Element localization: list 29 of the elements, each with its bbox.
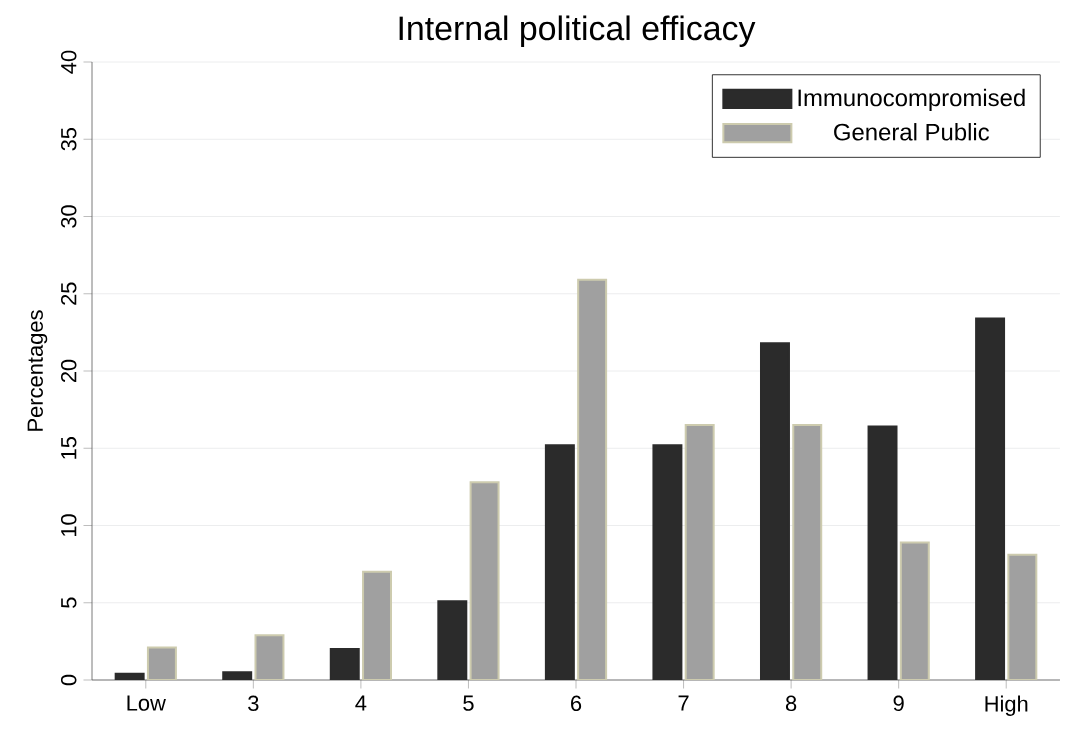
- y-tick-label: 5: [61, 597, 77, 608]
- x-tick-label: 8: [785, 695, 797, 712]
- legend-label: General Public: [834, 123, 990, 141]
- x-tick-label: 9: [893, 695, 904, 712]
- y-tick-label: 25: [60, 282, 77, 305]
- y-tick-label: 10: [60, 514, 77, 537]
- bar: [684, 424, 715, 680]
- bar: [362, 570, 393, 680]
- x-tick-label: High: [985, 695, 1028, 716]
- bar: [792, 424, 823, 680]
- x-tick-label: 3: [248, 695, 259, 712]
- x-tick-label: 7: [678, 695, 689, 711]
- y-axis-title: Percentages: [27, 310, 48, 431]
- y-tick-label: 40: [60, 50, 77, 74]
- y-tick-label: 15: [61, 437, 77, 459]
- y-tick-label: 20: [60, 359, 77, 383]
- bar: [577, 278, 608, 680]
- legend-label: Immunocompromised: [798, 88, 1025, 112]
- y-tick-label: 0: [60, 674, 77, 686]
- y-tick-label: 35: [60, 128, 77, 151]
- bar: [469, 481, 500, 680]
- chart-title: Internal political efficacy: [399, 15, 756, 47]
- y-tick-label: 30: [60, 205, 77, 228]
- bar: [899, 541, 930, 680]
- x-tick-label: 6: [571, 695, 582, 712]
- x-tick-label: 4: [355, 695, 367, 711]
- x-tick-label: 5: [463, 695, 474, 711]
- x-tick-label: Low: [127, 695, 166, 711]
- bar: [1007, 553, 1038, 680]
